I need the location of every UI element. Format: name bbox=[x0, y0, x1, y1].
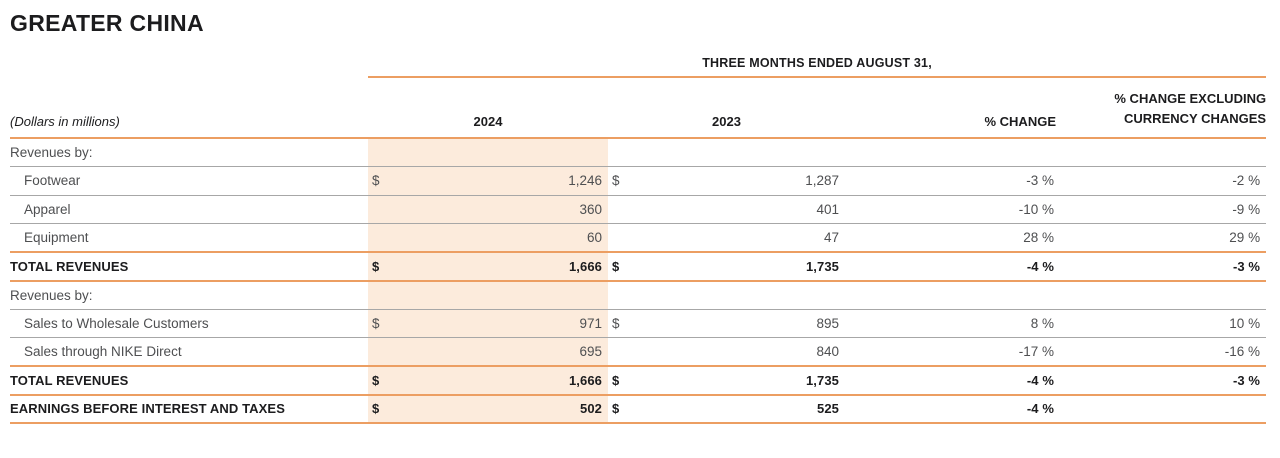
usd-sign-2024: $ bbox=[368, 252, 396, 282]
usd-sign-2024: $ bbox=[368, 166, 396, 196]
table-row-equipment: Equipment 60 47 28 % 29 % bbox=[10, 223, 1267, 253]
value-2024: 1,666 bbox=[396, 252, 608, 282]
pct-change bbox=[845, 138, 1060, 167]
spacer-cell bbox=[10, 40, 368, 77]
pct-change-excl bbox=[1060, 394, 1267, 424]
usd-sign-2024 bbox=[368, 280, 396, 310]
usd-sign-2024 bbox=[368, 337, 396, 367]
row-label: TOTAL REVENUES bbox=[10, 252, 368, 282]
pct-change-excl: -16 % bbox=[1060, 337, 1267, 367]
usd-sign-2023: $ bbox=[608, 166, 636, 196]
table-row-revenues-by-1: Revenues by: bbox=[10, 138, 1267, 167]
value-2024: 695 bbox=[396, 337, 608, 367]
table-row-ebit: EARNINGS BEFORE INTEREST AND TAXES $ 502… bbox=[10, 394, 1267, 424]
period-header: THREE MONTHS ENDED AUGUST 31, bbox=[368, 40, 1267, 78]
value-2024: 60 bbox=[396, 223, 608, 253]
usd-sign-2023 bbox=[608, 223, 636, 253]
usd-sign-2024 bbox=[368, 195, 396, 224]
period-header-row: THREE MONTHS ENDED AUGUST 31, bbox=[10, 40, 1267, 78]
usd-sign-2023: $ bbox=[608, 366, 636, 396]
value-2023: 1,735 bbox=[636, 252, 845, 282]
pct-change: 28 % bbox=[845, 223, 1060, 253]
value-2024 bbox=[396, 280, 608, 310]
table-row-nike-direct: Sales through NIKE Direct 695 840 -17 % … bbox=[10, 337, 1267, 367]
value-2024: 971 bbox=[396, 309, 608, 338]
usd-sign-2023 bbox=[608, 280, 636, 310]
column-header-2024: 2024 bbox=[368, 77, 608, 139]
value-2023 bbox=[636, 138, 845, 167]
usd-sign-2023: $ bbox=[608, 394, 636, 424]
row-label: Sales through NIKE Direct bbox=[10, 337, 368, 367]
usd-sign-2023 bbox=[608, 195, 636, 224]
pct-change-excl: 10 % bbox=[1060, 309, 1267, 338]
pct-change bbox=[845, 280, 1060, 310]
value-2024: 1,246 bbox=[396, 166, 608, 196]
value-2023: 1,287 bbox=[636, 166, 845, 196]
table-row-total-revenues-1: TOTAL REVENUES $ 1,666 $ 1,735 -4 % -3 % bbox=[10, 252, 1267, 282]
usd-sign-2023 bbox=[608, 337, 636, 367]
financial-table: THREE MONTHS ENDED AUGUST 31, (Dollars i… bbox=[10, 40, 1267, 424]
column-header-pct-change: % CHANGE bbox=[845, 77, 1060, 139]
row-label: Revenues by: bbox=[10, 138, 368, 167]
pct-change: -3 % bbox=[845, 166, 1060, 196]
value-2023: 1,735 bbox=[636, 366, 845, 396]
pct-change-excl: -2 % bbox=[1060, 166, 1267, 196]
page-title: GREATER CHINA bbox=[10, 10, 204, 36]
column-header-pct-change-excl-currency: % CHANGE EXCLUDING CURRENCY CHANGES bbox=[1060, 77, 1267, 139]
value-2023: 840 bbox=[636, 337, 845, 367]
column-header-row: (Dollars in millions) 2024 2023 % CHANGE… bbox=[10, 77, 1267, 139]
usd-sign-2023: $ bbox=[608, 309, 636, 338]
value-2023: 401 bbox=[636, 195, 845, 224]
row-label: Revenues by: bbox=[10, 280, 368, 310]
value-2024: 1,666 bbox=[396, 366, 608, 396]
value-2024 bbox=[396, 138, 608, 167]
table-row-total-revenues-2: TOTAL REVENUES $ 1,666 $ 1,735 -4 % -3 % bbox=[10, 366, 1267, 396]
row-label: EARNINGS BEFORE INTEREST AND TAXES bbox=[10, 394, 368, 424]
pct-change: -10 % bbox=[845, 195, 1060, 224]
value-2024: 502 bbox=[396, 394, 608, 424]
usd-sign-2024: $ bbox=[368, 394, 396, 424]
row-label: Footwear bbox=[10, 166, 368, 196]
table-row-revenues-by-2: Revenues by: bbox=[10, 280, 1267, 310]
usd-sign-2024 bbox=[368, 223, 396, 253]
table-row-footwear: Footwear $ 1,246 $ 1,287 -3 % -2 % bbox=[10, 166, 1267, 196]
table-body: Revenues by: Footwear $ 1,246 $ 1,287 -3… bbox=[10, 138, 1267, 424]
pct-change: -4 % bbox=[845, 366, 1060, 396]
usd-sign-2023: $ bbox=[608, 252, 636, 282]
table-header: THREE MONTHS ENDED AUGUST 31, (Dollars i… bbox=[10, 40, 1267, 139]
table-row-wholesale: Sales to Wholesale Customers $ 971 $ 895… bbox=[10, 309, 1267, 338]
column-header-2023: 2023 bbox=[608, 77, 845, 139]
table-row-apparel: Apparel 360 401 -10 % -9 % bbox=[10, 195, 1267, 224]
pct-change: -4 % bbox=[845, 252, 1060, 282]
row-label: Equipment bbox=[10, 223, 368, 253]
row-label: Apparel bbox=[10, 195, 368, 224]
pct-change: -4 % bbox=[845, 394, 1060, 424]
usd-sign-2024: $ bbox=[368, 309, 396, 338]
pct-change-excl bbox=[1060, 280, 1267, 310]
value-2023: 895 bbox=[636, 309, 845, 338]
pct-change-excl bbox=[1060, 138, 1267, 167]
value-2024: 360 bbox=[396, 195, 608, 224]
row-label: TOTAL REVENUES bbox=[10, 366, 368, 396]
pct-change-excl: -9 % bbox=[1060, 195, 1267, 224]
units-note: (Dollars in millions) bbox=[10, 77, 368, 139]
value-2023: 525 bbox=[636, 394, 845, 424]
pct-change: 8 % bbox=[845, 309, 1060, 338]
pct-change-excl: -3 % bbox=[1060, 252, 1267, 282]
value-2023 bbox=[636, 280, 845, 310]
usd-sign-2024: $ bbox=[368, 366, 396, 396]
usd-sign-2023 bbox=[608, 138, 636, 167]
pct-change-excl: -3 % bbox=[1060, 366, 1267, 396]
usd-sign-2024 bbox=[368, 138, 396, 167]
pct-change: -17 % bbox=[845, 337, 1060, 367]
row-label: Sales to Wholesale Customers bbox=[10, 309, 368, 338]
report-page: GREATER CHINA THREE MONTHS ENDED AUGUST … bbox=[10, 10, 1267, 424]
value-2023: 47 bbox=[636, 223, 845, 253]
pct-change-excl: 29 % bbox=[1060, 223, 1267, 253]
